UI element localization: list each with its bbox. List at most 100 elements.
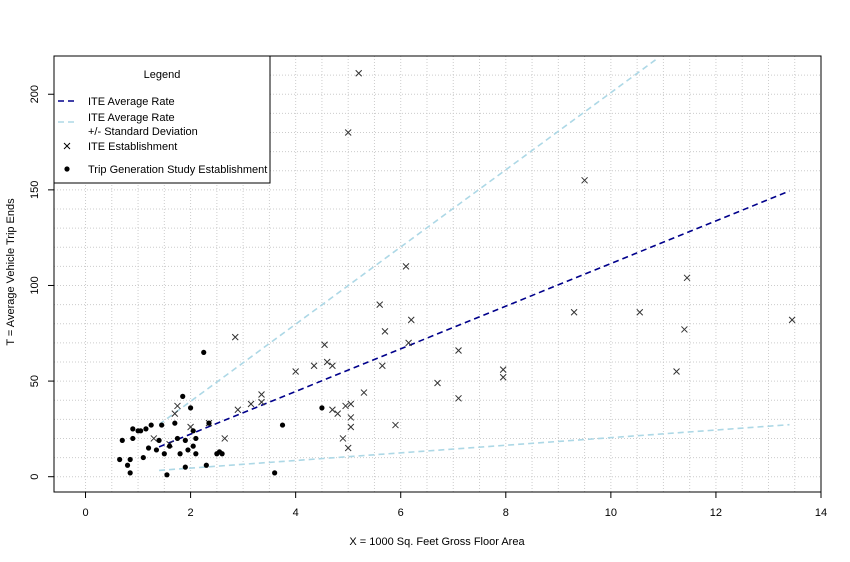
legend-marker-study-establishment <box>64 166 70 172</box>
y-axis-label: T = Average Vehicle Trip Ends <box>5 198 17 346</box>
y-tick-label: 150 <box>29 181 41 199</box>
ite-establishment-point <box>381 328 389 335</box>
study-establishment-point <box>279 422 286 428</box>
study-establishment-point <box>193 451 199 457</box>
study-establishment-point <box>130 435 136 442</box>
study-establishment-point <box>117 456 123 463</box>
x-tick-label: 2 <box>188 507 194 519</box>
ite-establishment-point <box>258 391 265 398</box>
legend: Legend ITE Average Rate ITE Average Rate… <box>53 55 271 184</box>
data-points <box>117 69 796 478</box>
x-tick-label: 12 <box>710 507 722 519</box>
ite-establishment-point <box>360 389 368 396</box>
study-establishment-point <box>143 426 149 432</box>
x-tick-label: 0 <box>82 507 88 519</box>
ite-establishment-point <box>258 398 265 406</box>
ite-establishment-point <box>683 274 691 282</box>
study-establishment-point <box>153 447 160 453</box>
std-dev-lower-line <box>159 423 790 472</box>
ite-establishment-point <box>342 402 349 410</box>
y-tick-label: 200 <box>29 85 41 103</box>
study-establishment-point <box>201 349 207 356</box>
legend-marker-ite-establishment <box>63 142 71 150</box>
study-establishment-point <box>190 428 196 434</box>
study-establishment-point <box>177 451 183 457</box>
study-establishment-point <box>219 451 225 457</box>
study-establishment-point <box>148 422 154 428</box>
legend-title: Legend <box>144 69 181 81</box>
grid <box>54 56 821 492</box>
ite-establishment-point <box>636 308 644 316</box>
study-establishment-point <box>174 435 181 442</box>
y-tick-label: 100 <box>29 276 41 294</box>
study-establishment-point <box>138 428 144 434</box>
legend-label-std-dev-line1: ITE Average Rate <box>88 112 175 124</box>
y-axis: 0 50 100 150 200 <box>29 85 55 480</box>
study-establishment-point <box>124 462 131 468</box>
study-establishment-point <box>190 443 196 449</box>
ite-establishment-point <box>344 444 352 452</box>
study-establishment-point <box>140 454 146 461</box>
x-tick-label: 10 <box>605 507 617 519</box>
ite-establishment-point <box>499 366 507 373</box>
study-establishment-point <box>172 420 178 426</box>
ite-establishment-point <box>174 402 181 410</box>
ite-establishment-point <box>344 129 352 136</box>
legend-box <box>53 55 271 184</box>
legend-label-average-rate: ITE Average Rate <box>88 96 175 108</box>
ite-establishment-point <box>347 423 355 431</box>
ite-establishment-point <box>329 406 336 414</box>
ite-establishment-point <box>231 333 239 341</box>
legend-label-std-dev: ITE Average Rate +/- Standard Deviation <box>88 112 198 138</box>
study-establishment-point <box>185 447 191 453</box>
y-tick-label: 50 <box>29 375 41 387</box>
ite-establishment-point <box>581 176 588 184</box>
ite-establishment-point <box>402 262 410 270</box>
study-establishment-point <box>272 470 278 476</box>
ite-establishment-point <box>378 362 386 370</box>
study-establishment-point <box>319 405 325 411</box>
study-establishment-point <box>156 437 162 443</box>
ite-establishment-point <box>570 308 578 316</box>
ite-establishment-point <box>392 421 399 429</box>
ite-establishment-point <box>347 400 355 408</box>
study-establishment-point <box>130 426 136 432</box>
x-tick-label: 14 <box>815 507 827 519</box>
ite-establishment-point <box>405 339 412 347</box>
ite-establishment-point <box>234 406 242 414</box>
legend-label-std-dev-line2: +/- Standard Deviation <box>88 126 198 138</box>
study-establishment-point <box>203 462 209 468</box>
ite-establishment-point <box>171 410 179 417</box>
study-establishment-point <box>187 405 194 411</box>
study-establishment-point <box>127 456 133 463</box>
ite-establishment-point <box>150 435 158 442</box>
ite-establishment-point <box>323 358 331 366</box>
ite-establishment-point <box>221 435 229 442</box>
ite-establishment-point <box>376 301 384 308</box>
x-tick-label: 8 <box>503 507 509 519</box>
study-establishment-point <box>164 472 170 478</box>
study-establishment-point <box>180 393 186 399</box>
ite-establishment-point <box>788 316 796 324</box>
study-establishment-point <box>119 437 125 443</box>
legend-label-study-establishment: Trip Generation Study Establishment <box>88 164 267 176</box>
study-establishment-point <box>182 464 188 470</box>
ite-establishment-point <box>334 410 342 417</box>
ite-establishment-point <box>434 379 441 387</box>
study-establishment-point <box>206 420 212 426</box>
ite-establishment-point <box>321 341 328 349</box>
study-establishment-point <box>159 422 165 428</box>
ite-establishment-point <box>673 368 680 375</box>
x-tick-label: 4 <box>293 507 299 519</box>
ite-establishment-point <box>247 400 255 408</box>
legend-label-ite-establishment: ITE Establishment <box>88 141 177 153</box>
x-tick-label: 6 <box>398 507 404 519</box>
study-establishment-point <box>161 451 167 457</box>
average-rate-line <box>158 190 790 448</box>
ite-establishment-point <box>455 347 462 354</box>
ite-establishment-point <box>292 368 300 375</box>
ite-establishment-point <box>499 373 507 381</box>
study-establishment-point <box>145 445 152 451</box>
ite-establishment-point <box>310 362 318 370</box>
y-tick-label: 0 <box>29 474 41 480</box>
